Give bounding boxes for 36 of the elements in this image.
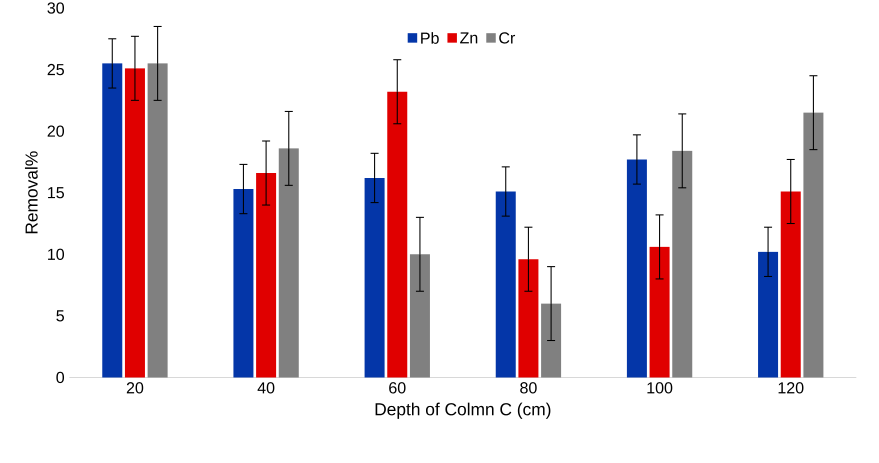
x-tick-label: 120 <box>778 382 804 394</box>
y-tick-label: 30 <box>47 2 64 14</box>
bar <box>364 178 385 378</box>
bar <box>124 68 145 378</box>
bar <box>518 259 538 378</box>
bar <box>387 92 408 378</box>
legend-label: Cr <box>499 32 516 44</box>
y-axis-title: Removal% <box>24 152 38 234</box>
x-tick-label: 100 <box>647 382 672 394</box>
bar <box>278 148 299 378</box>
bar <box>758 252 778 378</box>
x-axis-title: Depth of Colmn C (cm) <box>376 402 550 419</box>
y-tick-label: 25 <box>48 64 64 76</box>
bar <box>803 112 824 378</box>
bar <box>541 304 562 378</box>
legend-label: Zn <box>460 32 478 44</box>
bar <box>233 189 254 378</box>
y-tick-label: 15 <box>48 187 64 198</box>
y-tick-label: 5 <box>56 310 64 322</box>
legend-label: Pb <box>421 32 439 44</box>
y-tick-label: 10 <box>48 248 64 260</box>
x-tick-label: 60 <box>389 382 406 394</box>
bar <box>410 254 430 378</box>
bar <box>626 160 647 378</box>
x-tick-label: 20 <box>126 382 144 394</box>
y-tick-label: 0 <box>56 372 64 384</box>
bar <box>102 63 122 378</box>
bar <box>256 173 276 378</box>
bar <box>780 192 801 378</box>
bar <box>496 192 516 378</box>
x-tick-label: 40 <box>258 382 274 394</box>
x-tick-label: 80 <box>520 382 537 394</box>
bar <box>148 63 168 378</box>
y-tick-label: 20 <box>48 126 64 137</box>
bar <box>650 246 670 378</box>
bar <box>672 150 692 378</box>
